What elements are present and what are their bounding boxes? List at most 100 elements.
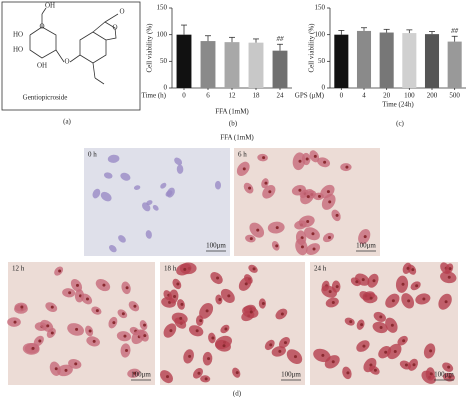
lipid-droplet	[207, 357, 211, 361]
lipid-droplet	[242, 167, 246, 171]
lipid-droplet	[326, 190, 330, 194]
lipid-droplet	[204, 377, 208, 381]
lipid-droplet	[335, 285, 339, 289]
lipid-droplet	[448, 375, 452, 379]
lipid-droplet	[88, 329, 92, 333]
lipid-droplet	[188, 354, 192, 358]
x-tick-label: 200	[427, 92, 438, 100]
bar	[379, 32, 394, 88]
panel-label: (d)	[233, 390, 242, 398]
panel-label: (c)	[396, 120, 404, 128]
lipid-droplet	[248, 186, 252, 190]
lipid-droplet	[411, 268, 415, 272]
image-label: 18 h	[164, 265, 177, 273]
significance: ##	[277, 35, 285, 43]
y-axis-label: Cell viability (%)	[146, 23, 154, 73]
image-label: 24 h	[314, 265, 327, 273]
image-label: 0 h	[88, 151, 97, 159]
atom-label: OH	[45, 2, 55, 10]
panel-label: (a)	[63, 118, 71, 126]
lipid-droplet	[300, 236, 304, 240]
lipid-droplet	[406, 266, 410, 270]
micrograph-title: FFA (1mM)	[220, 134, 254, 142]
x-tick-label: 20	[383, 92, 391, 100]
bar	[424, 34, 440, 88]
cell	[166, 187, 175, 198]
atom-label: O	[39, 23, 44, 31]
x-axis-sublabel: Time (24h)	[382, 101, 414, 109]
image-label: 6 h	[238, 151, 247, 159]
lipid-droplet	[50, 331, 54, 335]
lipid-droplet	[369, 296, 373, 300]
lipid-droplet	[216, 276, 220, 280]
lipid-droplet	[13, 320, 17, 324]
structure-bonds	[29, 7, 119, 85]
lipid-droplet	[173, 295, 177, 299]
lipid-droplet	[280, 312, 284, 316]
lipid-droplet	[252, 267, 256, 271]
bar	[272, 50, 288, 88]
scale-label: 100μm	[281, 371, 301, 379]
lipid-droplet	[448, 267, 452, 271]
lipid-droplet	[349, 320, 353, 324]
lipid-droplet	[391, 299, 395, 303]
x-tick-label: 100	[404, 92, 415, 100]
lipid-droplet	[275, 226, 279, 230]
lipid-droplet	[197, 371, 201, 375]
cell	[152, 204, 159, 211]
lipid-droplet	[20, 305, 24, 309]
lipid-droplet	[121, 312, 125, 316]
lipid-droplet	[305, 157, 309, 161]
y-axis-label: Cell viability (%)	[308, 23, 316, 73]
lipid-droplet	[298, 188, 302, 192]
atom-label: OH	[37, 62, 47, 70]
x-tick-label: 12	[229, 92, 237, 100]
bar	[447, 41, 462, 88]
bar	[176, 34, 192, 88]
x-axis-sublabel: FFA (1mM)	[215, 108, 249, 116]
atom-label: O	[64, 58, 69, 66]
lipid-droplet	[415, 284, 419, 288]
x-axis-label: GPS (μM)	[295, 92, 325, 100]
cell	[176, 164, 184, 174]
lipid-droplet	[224, 327, 228, 331]
scale-label: 100μm	[356, 242, 376, 250]
lipid-droplet	[407, 299, 411, 303]
lipid-droplet	[165, 375, 169, 379]
lipid-droplet	[143, 334, 147, 338]
lipid-droplet	[412, 363, 416, 367]
lipid-droplet	[74, 362, 78, 366]
cell	[133, 185, 141, 190]
lipid-droplet	[227, 294, 231, 298]
lipid-droplet	[390, 323, 394, 327]
lipid-droplet	[205, 309, 209, 313]
lipid-droplet	[68, 291, 72, 295]
lipid-droplet	[312, 247, 316, 251]
x-tick-label: 18	[253, 92, 261, 100]
lipid-droplet	[283, 341, 287, 345]
lipid-droplet	[429, 372, 433, 376]
lipid-droplet	[327, 235, 331, 239]
lipid-droplet	[345, 165, 349, 169]
lipid-droplet	[275, 244, 279, 248]
image-label: 12 h	[12, 265, 25, 273]
lipid-droplet	[363, 235, 367, 239]
lipid-droplet	[323, 160, 327, 164]
lipid-droplet	[54, 367, 58, 371]
cell	[145, 230, 152, 239]
lipid-droplet	[306, 195, 310, 199]
lipid-droplet	[298, 159, 302, 163]
x-tick-label: 24	[277, 92, 285, 100]
lipid-droplet	[422, 297, 426, 301]
y-tick-label: 100	[315, 30, 326, 38]
lipid-droplet	[361, 278, 365, 282]
micrograph	[84, 148, 230, 256]
lipid-droplet	[244, 282, 248, 286]
structure-box	[1, 1, 141, 111]
x-tick-label: 6	[206, 92, 210, 100]
lipid-droplet	[75, 283, 79, 287]
lipid-droplet	[269, 343, 273, 347]
lipid-droplet	[447, 365, 451, 369]
bar	[200, 41, 216, 88]
